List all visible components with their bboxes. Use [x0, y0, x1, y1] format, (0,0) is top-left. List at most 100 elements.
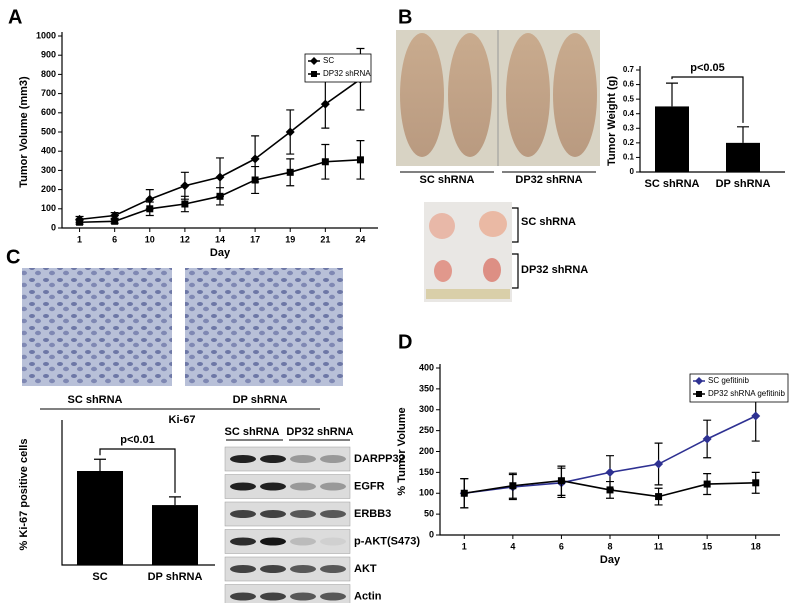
y-tick-label: 0.6 — [623, 80, 635, 89]
y-tick-label: 350 — [419, 383, 434, 393]
marker — [460, 489, 468, 497]
bar — [77, 471, 123, 565]
blot-band — [320, 537, 346, 546]
blot-band — [260, 510, 286, 518]
marker — [509, 482, 517, 490]
blot-band — [260, 592, 286, 601]
error-bar — [94, 458, 106, 471]
x-tick-label: 11 — [654, 541, 664, 551]
blot-band — [320, 482, 346, 491]
blot-label: EGFR — [354, 480, 385, 492]
x-tick-label: 1 — [77, 234, 82, 244]
x-tick-label: 18 — [751, 541, 761, 551]
y-tick-label: 400 — [419, 362, 434, 372]
marker — [655, 493, 663, 501]
blot-band — [230, 537, 256, 546]
y-tick-label: 400 — [41, 146, 56, 156]
y-tick-label: 300 — [41, 165, 56, 175]
blot-band — [230, 455, 256, 463]
y-tick-label: 700 — [41, 88, 56, 98]
x-tick-label: 1 — [462, 541, 467, 551]
legend-marker — [695, 377, 703, 385]
blot-label: p-AKT(S473) — [354, 535, 420, 547]
y-tick-label: 100 — [41, 203, 56, 213]
marker — [146, 205, 154, 213]
blot-band — [290, 482, 316, 491]
x-tick-label: 19 — [285, 234, 295, 244]
x-tick-label: 4 — [510, 541, 515, 551]
marker — [76, 218, 84, 226]
y-tick-label: 0 — [51, 222, 56, 232]
annotation: p<0.01 — [120, 434, 155, 446]
image-label: SC shRNA — [67, 394, 122, 406]
y-axis-title: % Ki-67 positive cells — [18, 439, 30, 551]
blot-band — [260, 565, 286, 573]
blot-label: AKT — [354, 563, 377, 575]
panel-letter: B — [398, 6, 412, 28]
y-tick-label: 0.4 — [623, 109, 635, 118]
legend-label: DP32 shRNA — [323, 69, 371, 78]
bracket — [512, 253, 519, 289]
marker — [251, 176, 259, 184]
y-tick-label: 900 — [41, 50, 56, 60]
bar — [152, 505, 198, 565]
blot-strip — [224, 446, 351, 472]
blot-band — [320, 510, 346, 518]
x-tick-label: 8 — [607, 541, 612, 551]
x-axis-title: Day — [600, 554, 621, 566]
y-tick-label: 200 — [41, 184, 56, 194]
marker — [321, 158, 329, 166]
blot-band — [290, 537, 316, 546]
lane-label: DP32 shRNA — [286, 426, 353, 438]
blot-band — [230, 565, 256, 573]
x-axis-title: Day — [210, 247, 231, 259]
image-label: DP shRNA — [233, 394, 288, 406]
y-tick-label: 250 — [419, 425, 434, 435]
x-tick-label: 14 — [215, 234, 225, 244]
panel-letter: C — [6, 246, 20, 268]
y-tick-label: 0.2 — [623, 138, 635, 147]
blot-label: ERBB3 — [354, 508, 391, 520]
y-tick-label: 600 — [41, 107, 56, 117]
panel-letter: D — [398, 331, 412, 353]
marker — [752, 479, 760, 487]
bar — [726, 142, 760, 172]
blot-band — [260, 482, 286, 491]
y-tick-label: 0.5 — [623, 94, 635, 103]
x-tick-label: 10 — [145, 234, 155, 244]
x-tick-label: 24 — [355, 234, 365, 244]
blot-band — [230, 592, 256, 601]
x-tick-label: 6 — [112, 234, 117, 244]
marker — [286, 168, 294, 176]
blot-band — [260, 537, 286, 546]
x-tick-label: 12 — [180, 234, 190, 244]
marker — [606, 486, 614, 494]
y-tick-label: 0 — [429, 529, 434, 539]
blot-band — [290, 592, 316, 601]
blot-band — [290, 565, 316, 573]
mice-photo — [396, 30, 600, 166]
ihc-image — [185, 268, 343, 386]
y-axis-title: % Tumor Volume — [396, 407, 408, 495]
marker — [250, 154, 260, 164]
y-tick-label: 300 — [419, 404, 434, 414]
y-tick-label: 800 — [41, 69, 56, 79]
legend-box — [304, 53, 372, 83]
marker — [557, 477, 565, 485]
y-tick-label: 0.3 — [623, 123, 635, 132]
panel-letter: A — [8, 6, 22, 28]
marker — [751, 411, 761, 421]
image-label: SC shRNA — [521, 216, 576, 228]
x-tick-label: SC — [92, 571, 107, 583]
legend-marker — [696, 391, 702, 397]
error-bar — [666, 82, 678, 107]
marker — [181, 200, 189, 208]
image-label: SC shRNA — [419, 174, 474, 186]
ihc-image — [22, 268, 172, 386]
marker — [111, 217, 119, 225]
image-label: DP32 shRNA — [515, 174, 582, 186]
error-bar — [169, 496, 181, 506]
y-tick-label: 100 — [419, 488, 434, 498]
marker — [180, 181, 190, 191]
